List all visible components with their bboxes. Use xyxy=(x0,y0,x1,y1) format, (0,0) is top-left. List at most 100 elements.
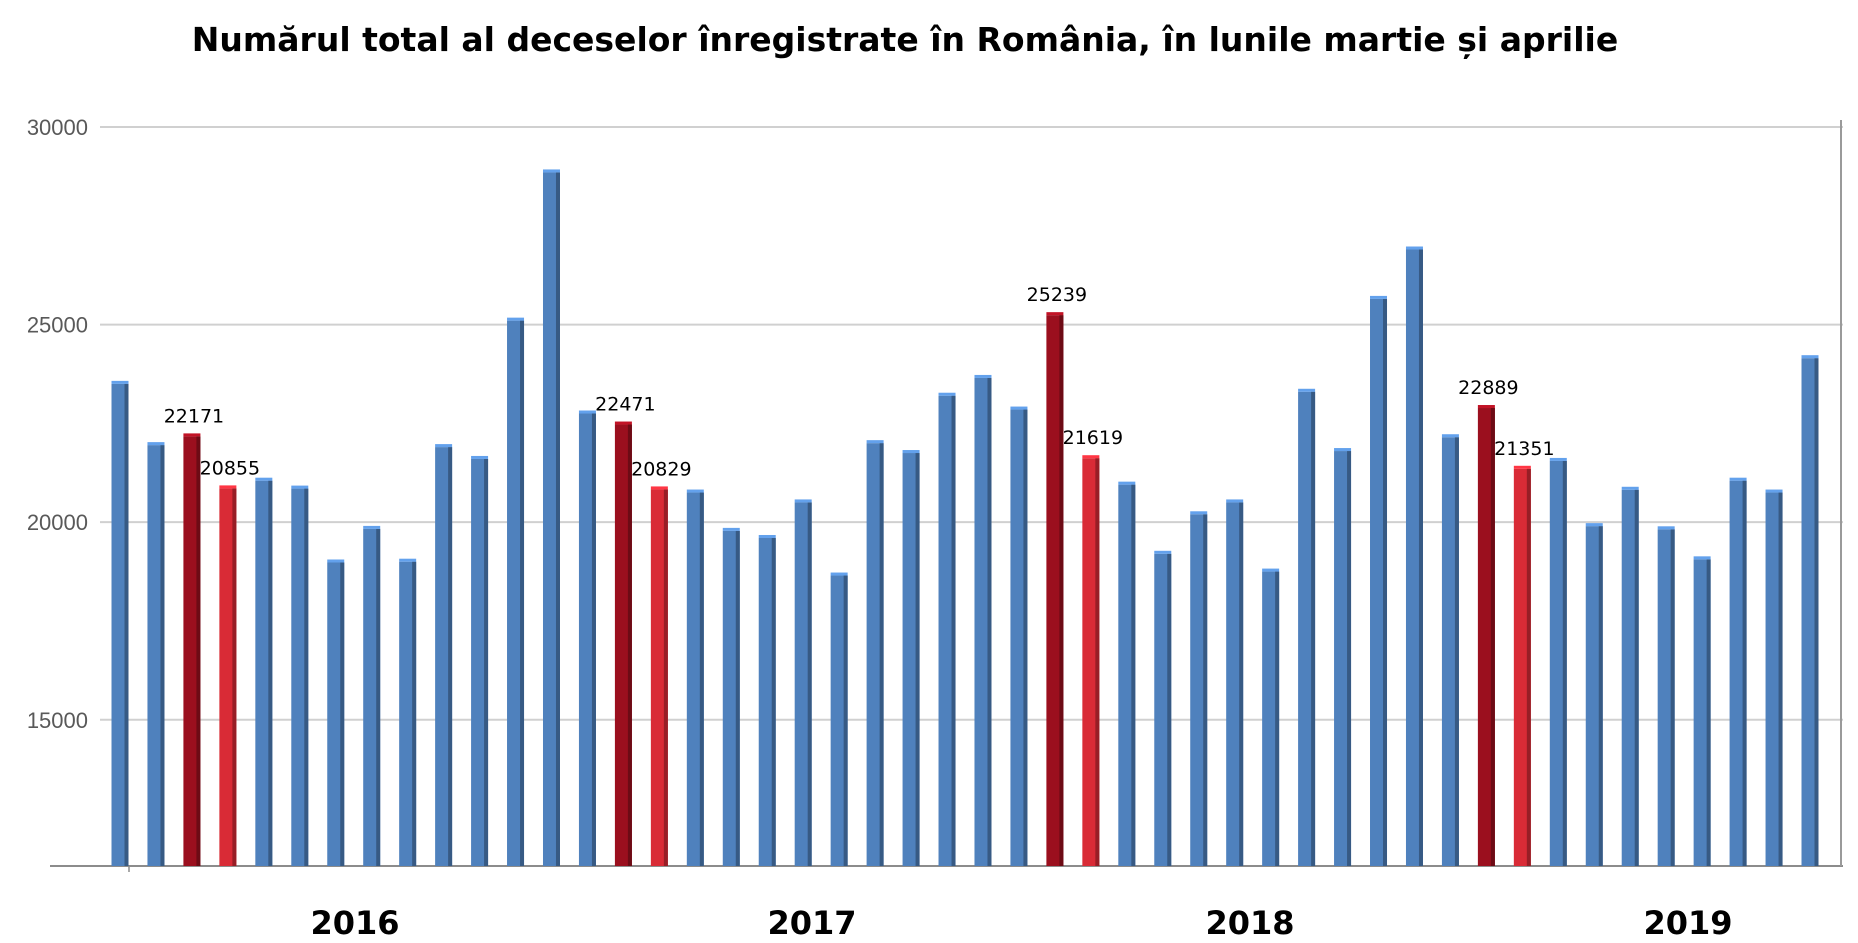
bar-face xyxy=(291,488,309,866)
data-labels: 22171 20855 22471 20829 25239 21619 22889 21351 xyxy=(164,284,1555,480)
bar-top xyxy=(255,477,273,481)
bar-side xyxy=(987,377,992,866)
bar xyxy=(327,559,345,866)
bar-face xyxy=(327,562,345,866)
bar-side xyxy=(1383,298,1388,867)
bar-side xyxy=(735,530,740,866)
bar-top xyxy=(1765,489,1783,493)
bar-top xyxy=(1226,499,1244,503)
bar-side xyxy=(1239,502,1244,866)
bar xyxy=(902,450,920,866)
bar-side xyxy=(1023,409,1028,866)
bar-face xyxy=(1118,484,1136,866)
bar-face xyxy=(435,447,453,866)
bar-face xyxy=(830,575,848,866)
bar-march xyxy=(614,421,632,866)
bar-top xyxy=(1549,457,1567,461)
bar-side xyxy=(520,320,525,866)
bar-face xyxy=(686,492,704,866)
bar-face xyxy=(722,530,740,866)
bar-face xyxy=(507,320,525,866)
bar-side xyxy=(1706,559,1711,866)
bar xyxy=(578,410,596,866)
y-tick-label: 30000 xyxy=(27,115,88,140)
data-label: 22171 xyxy=(164,405,224,427)
bar-side xyxy=(627,424,632,866)
bar-face xyxy=(1082,458,1100,866)
bar xyxy=(1441,434,1459,866)
bar-top xyxy=(1334,448,1352,452)
bar-face xyxy=(1046,315,1064,866)
bar-top xyxy=(1621,486,1639,490)
bar-face xyxy=(147,445,165,866)
bar-side xyxy=(1167,553,1172,866)
bar-top xyxy=(1441,434,1459,438)
bar-side xyxy=(1131,484,1136,866)
bar-face xyxy=(183,436,201,866)
bar-top xyxy=(1298,388,1316,392)
bar-side xyxy=(879,443,884,866)
bar-face xyxy=(1405,249,1423,866)
bar xyxy=(1405,246,1423,866)
bar xyxy=(147,442,165,866)
bar xyxy=(291,485,309,866)
bar-top xyxy=(578,410,596,414)
bar-face xyxy=(1298,391,1316,866)
bar-top xyxy=(758,534,776,538)
bar-side xyxy=(196,436,201,866)
data-label: 21351 xyxy=(1494,438,1554,460)
bar-face xyxy=(866,443,884,866)
bar-top xyxy=(507,317,525,321)
bar-face xyxy=(794,502,812,866)
bar xyxy=(1190,511,1208,866)
bar-side xyxy=(1418,249,1423,866)
bar xyxy=(1334,448,1352,866)
bar-april xyxy=(219,485,237,866)
bar-face xyxy=(974,377,992,866)
bar-march xyxy=(183,433,201,866)
bar-march xyxy=(1046,312,1064,866)
bar xyxy=(1621,486,1639,866)
bar-face xyxy=(1154,553,1172,866)
bar-top xyxy=(1154,550,1172,554)
bar-side xyxy=(591,413,596,866)
bar-face xyxy=(1190,514,1208,866)
bar xyxy=(758,534,776,866)
bar-top xyxy=(1801,355,1819,359)
bar-side xyxy=(1311,391,1316,866)
bar-side xyxy=(807,502,812,866)
bar-side xyxy=(1454,437,1459,866)
bar xyxy=(1118,481,1136,866)
bar xyxy=(1657,526,1675,866)
bar-side xyxy=(1778,492,1783,866)
bar-face xyxy=(1765,492,1783,866)
bar xyxy=(830,572,848,866)
bar xyxy=(255,477,273,866)
bar-march xyxy=(1477,405,1495,866)
bar-face xyxy=(471,458,489,866)
bar-face xyxy=(1657,529,1675,866)
bar-side xyxy=(915,453,920,866)
bar-face xyxy=(1549,460,1567,866)
bar-top xyxy=(1190,511,1208,515)
bar xyxy=(1226,499,1244,866)
bar-top xyxy=(1513,465,1531,469)
y-tick-label: 15000 xyxy=(27,708,88,733)
bar-face xyxy=(1441,437,1459,866)
y-tick-label: 25000 xyxy=(27,313,88,338)
bar-side xyxy=(951,395,956,866)
gridlines xyxy=(100,126,1843,721)
bar-top xyxy=(1693,556,1711,560)
bar-side xyxy=(555,172,560,866)
bar-top xyxy=(1405,246,1423,250)
bar-top xyxy=(111,380,129,384)
bar-face xyxy=(650,489,668,866)
bar-top xyxy=(974,374,992,378)
bar-face xyxy=(758,537,776,866)
bar-face xyxy=(1729,480,1747,866)
bar xyxy=(1154,550,1172,866)
bar-side xyxy=(1742,480,1747,866)
bar-top xyxy=(1046,312,1064,316)
bar-april xyxy=(1513,465,1531,866)
bar xyxy=(794,499,812,866)
